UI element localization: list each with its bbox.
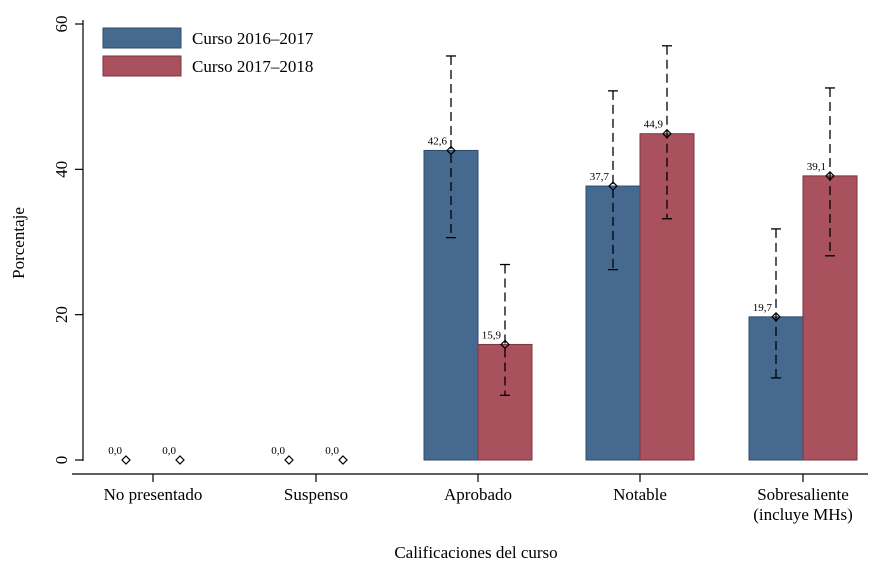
y-tick-label: 60 [52,16,71,33]
data-label: 44,9 [644,119,664,131]
data-label: 0,0 [325,445,339,457]
bar [477,343,533,461]
bar [585,185,641,461]
point-marker [121,455,131,465]
data-label: 39,1 [807,161,826,173]
x-tick-label: Sobresaliente [757,485,849,504]
axes: 0 20 40 60 No presentado Suspenso Aprobado Nota… [52,16,868,524]
x-axis-title: Calificaciones del curso [394,543,557,562]
data-label: 37,7 [590,171,610,183]
y-tick-label: 0 [52,456,71,465]
point-marker [825,171,835,181]
legend-swatch [102,55,182,77]
legend-label: Curso 2016–2017 [192,29,314,48]
point-marker [662,128,672,139]
x-tick-label: No presentado [104,485,203,504]
data-label: 0,0 [108,445,122,457]
y-tick-label: 20 [52,306,71,323]
bar [748,316,804,461]
legend-label: Curso 2017–2018 [192,57,313,76]
data-label: 0,0 [162,445,176,457]
bar [802,175,858,461]
point-marker [771,311,781,322]
point-marker [284,455,294,465]
plot-area: 0,0 0,0 42,6 37,7 19,7 0,0 0,0 15,9 44,9 39,1 [108,45,858,465]
x-tick-label: Notable [613,485,667,504]
legend-swatch [102,27,182,49]
y-tick-label: 40 [52,161,71,178]
point-marker [446,145,456,156]
point-marker [608,181,618,191]
x-tick-label: Suspenso [284,485,348,504]
x-tick-label: Aprobado [444,485,512,504]
data-label: 0,0 [271,445,285,457]
x-tick-label: (incluye MHs) [753,505,853,524]
bar [639,133,695,461]
data-label: 19,7 [753,302,773,314]
y-axis-title: Porcentaje [9,207,28,279]
point-marker [338,455,348,465]
point-marker [500,339,510,350]
data-label: 15,9 [482,329,502,341]
legend: Curso 2016–2017 Curso 2017–2018 [102,27,314,77]
point-marker [175,455,185,465]
data-label: 42,6 [428,135,448,147]
